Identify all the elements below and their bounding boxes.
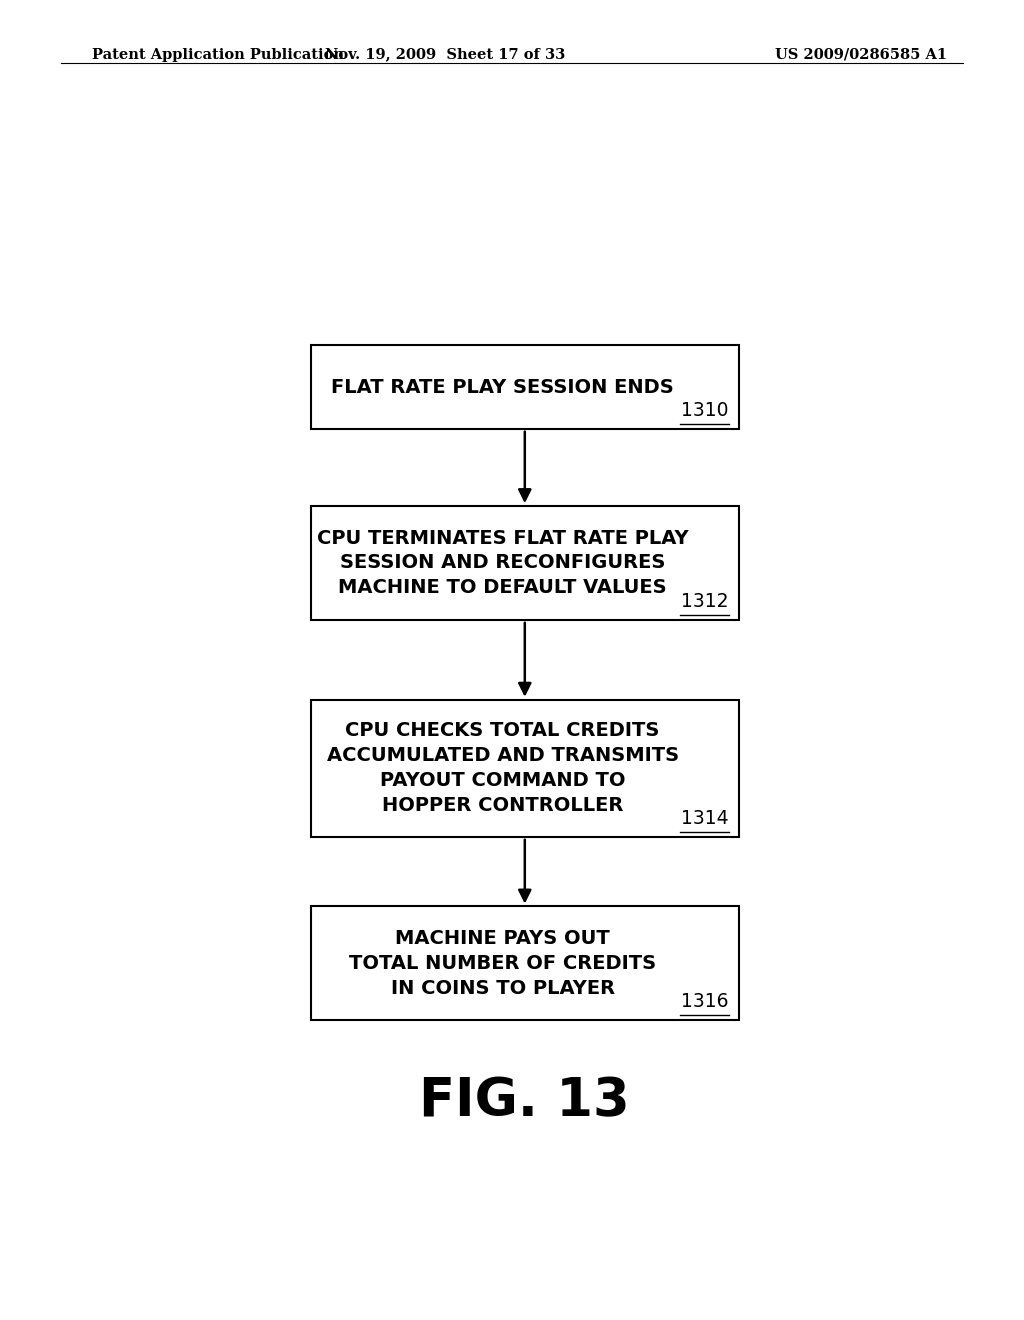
Bar [310, 700, 739, 837]
Text: 1310: 1310 [681, 400, 729, 420]
Text: FIG. 13: FIG. 13 [420, 1076, 630, 1127]
Text: SESSION AND RECONFIGURES: SESSION AND RECONFIGURES [340, 553, 666, 573]
Text: Nov. 19, 2009  Sheet 17 of 33: Nov. 19, 2009 Sheet 17 of 33 [326, 48, 565, 62]
Text: CPU CHECKS TOTAL CREDITS: CPU CHECKS TOTAL CREDITS [345, 722, 659, 741]
Text: MACHINE PAYS OUT: MACHINE PAYS OUT [395, 929, 610, 948]
Text: TOTAL NUMBER OF CREDITS: TOTAL NUMBER OF CREDITS [349, 954, 656, 973]
Bar [310, 506, 739, 620]
Text: FLAT RATE PLAY SESSION ENDS: FLAT RATE PLAY SESSION ENDS [331, 378, 674, 396]
Text: 1312: 1312 [681, 591, 729, 611]
Bar [310, 907, 739, 1020]
Text: 1314: 1314 [681, 809, 729, 828]
Text: IN COINS TO PLAYER: IN COINS TO PLAYER [390, 979, 614, 998]
Text: PAYOUT COMMAND TO: PAYOUT COMMAND TO [380, 771, 626, 791]
Bar [310, 346, 739, 429]
Text: HOPPER CONTROLLER: HOPPER CONTROLLER [382, 796, 624, 814]
Text: Patent Application Publication: Patent Application Publication [92, 48, 344, 62]
Text: US 2009/0286585 A1: US 2009/0286585 A1 [775, 48, 947, 62]
Text: 1316: 1316 [681, 993, 729, 1011]
Text: ACCUMULATED AND TRANSMITS: ACCUMULATED AND TRANSMITS [327, 746, 679, 766]
Text: MACHINE TO DEFAULT VALUES: MACHINE TO DEFAULT VALUES [338, 578, 667, 598]
Text: CPU TERMINATES FLAT RATE PLAY: CPU TERMINATES FLAT RATE PLAY [316, 528, 688, 548]
